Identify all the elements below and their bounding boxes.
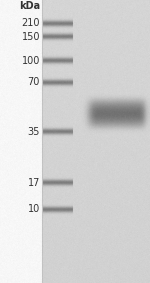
Text: 70: 70 (28, 77, 40, 87)
Text: 150: 150 (21, 32, 40, 42)
Text: 210: 210 (21, 18, 40, 28)
Text: 35: 35 (28, 127, 40, 137)
Text: 10: 10 (28, 204, 40, 215)
Text: 100: 100 (22, 56, 40, 66)
Text: kDa: kDa (19, 1, 40, 11)
Text: 17: 17 (28, 177, 40, 188)
